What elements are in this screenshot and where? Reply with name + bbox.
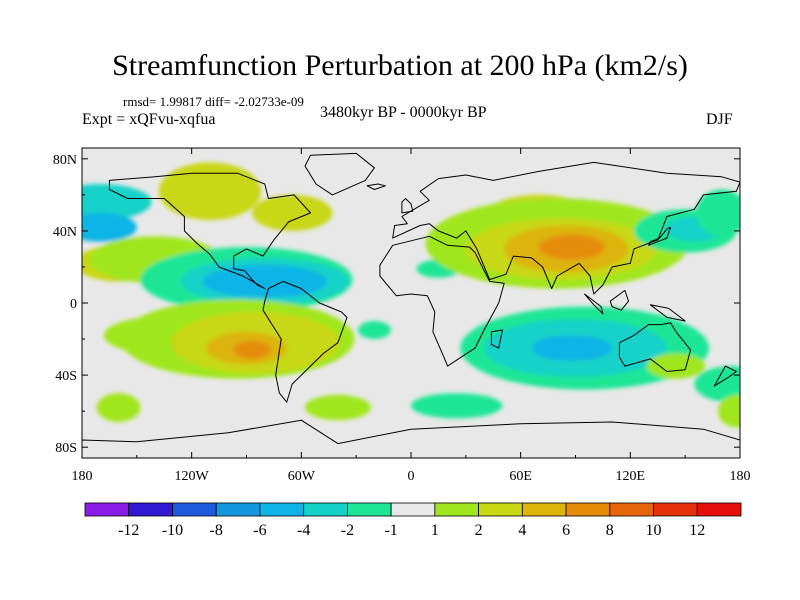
colorbar-label: -1	[384, 522, 397, 539]
coastline-south-america	[262, 280, 348, 403]
field-blob	[202, 265, 327, 298]
lon-tick-label: 120E	[616, 469, 646, 484]
field-blob	[304, 394, 371, 421]
colorbar-swatch	[128, 502, 173, 517]
lon-tick-label: 60E	[509, 469, 532, 484]
coastline-borneo	[609, 289, 629, 311]
field-blob	[96, 393, 141, 422]
field-blob	[411, 393, 503, 419]
colorbar-swatch	[434, 502, 480, 517]
coastline-new-guinea	[649, 304, 686, 322]
field-blob	[718, 394, 740, 428]
lat-tick-label: 80N	[53, 153, 77, 168]
coastline-uk	[401, 198, 414, 214]
season-label: DJF	[706, 111, 733, 128]
field-blob	[696, 189, 740, 237]
colorbar-label: 2	[475, 522, 483, 539]
axis-ticks: 80N 40N 0 40S 80S 180 120W 60W 0 60E 120E 180	[53, 148, 751, 484]
field-blob	[233, 340, 271, 359]
coastlines	[82, 152, 740, 458]
field-blob	[538, 234, 605, 260]
colorbar-swatch	[521, 502, 567, 517]
field-blob	[82, 212, 137, 242]
lat-tick-label: 0	[70, 297, 77, 312]
field-blob	[357, 321, 391, 340]
colorbar-label: -2	[341, 522, 354, 539]
colorbar-swatch	[346, 502, 392, 517]
colorbar-swatch	[609, 502, 654, 517]
lat-tick-label: 80S	[55, 441, 77, 456]
coastline-new-zealand	[713, 365, 737, 387]
colorbar: -12 -10 -8 -6 -4 -2 -1 1 2 4 6 8 10 12	[84, 502, 742, 539]
colorbar-swatch	[172, 502, 217, 517]
field-blob	[158, 162, 262, 221]
field-blob	[82, 184, 152, 221]
coastline-iceland	[366, 183, 386, 190]
field-blob	[251, 194, 333, 231]
colorbar-swatch	[215, 502, 261, 517]
coastline-australia	[618, 322, 692, 372]
coastline-madagascar	[490, 329, 503, 349]
lon-tick-label: 0	[408, 469, 415, 484]
experiment-label: Expt = xQFvu-xqfua	[82, 111, 216, 128]
lon-tick-label: 180	[730, 469, 751, 484]
time-period-label: 3480kyr BP - 0000kyr BP	[320, 104, 487, 121]
colorbar-swatch	[696, 502, 742, 517]
coastline-greenland	[304, 152, 375, 196]
coastline-eurasia	[392, 161, 740, 295]
colorbar-swatch	[84, 502, 130, 517]
lat-tick-label: 40N	[53, 225, 77, 240]
lon-tick-label: 60W	[288, 469, 316, 484]
coastline-north-america	[108, 172, 311, 290]
colorbar-label: 10	[646, 522, 662, 539]
colorbar-label: 12	[689, 522, 705, 539]
coastline-africa	[379, 235, 505, 367]
coastline-antarctica	[82, 419, 740, 458]
colorbar-label: -6	[253, 522, 266, 539]
colorbar-swatch	[565, 502, 611, 517]
colorbar-swatch	[653, 502, 698, 517]
coastline-japan	[648, 226, 671, 246]
colorbar-swatch	[478, 502, 523, 517]
streamfunction-field	[82, 162, 740, 428]
colorbar-label: 4	[518, 522, 526, 539]
rmsd-diff-stats: rmsd= 1.99817 diff= -2.02733e-09	[123, 94, 304, 109]
colorbar-label: -4	[297, 522, 310, 539]
colorbar-label: 1	[431, 522, 439, 539]
field-blob	[531, 335, 613, 361]
lon-tick-label: 120W	[175, 469, 210, 484]
field-blob	[646, 353, 706, 379]
colorbar-label: -10	[162, 522, 183, 539]
colorbar-label: -8	[210, 522, 223, 539]
colorbar-swatch	[390, 502, 436, 517]
coastline-sumatra	[584, 293, 604, 315]
map-title: Streamfunction Perturbation at 200 hPa (…	[112, 49, 688, 82]
colorbar-label: 6	[562, 522, 570, 539]
colorbar-swatch	[259, 502, 305, 517]
lat-tick-label: 40S	[55, 369, 77, 384]
colorbar-label: -12	[118, 522, 139, 539]
colorbar-label: 8	[606, 522, 614, 539]
colorbar-swatch	[303, 502, 348, 517]
lon-tick-label: 180	[72, 469, 93, 484]
